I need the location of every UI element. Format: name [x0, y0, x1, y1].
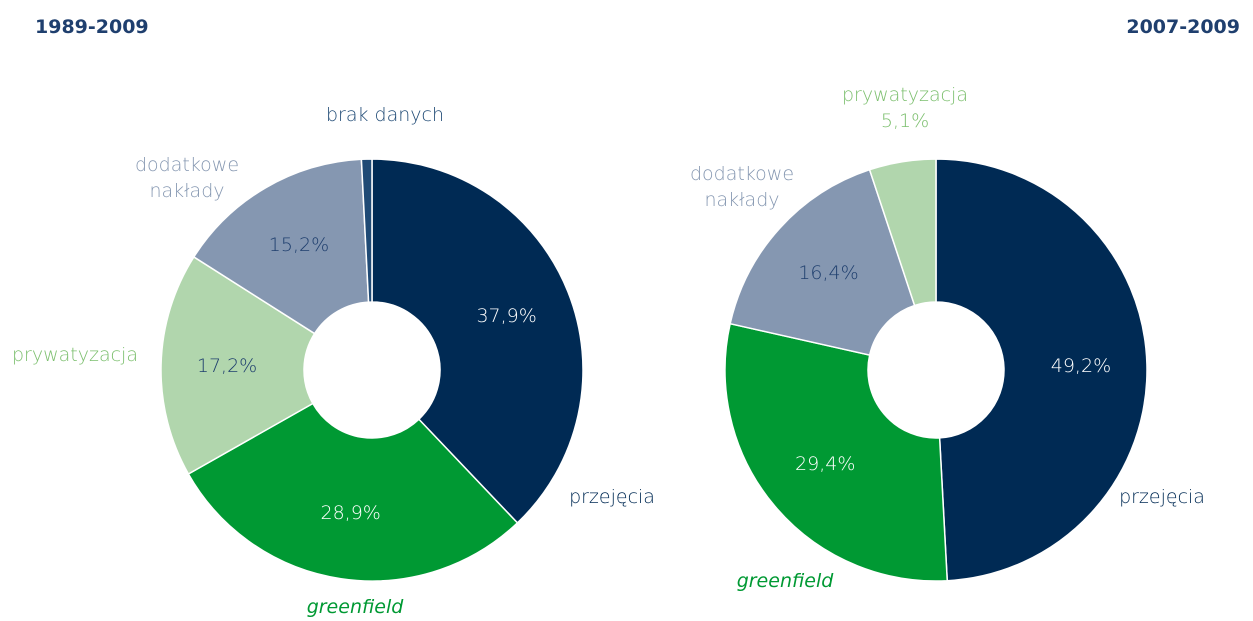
chart-title: 1989-2009 — [35, 16, 149, 38]
category-label: dodatkowe nakłady — [134, 154, 240, 202]
slice — [935, 158, 1148, 582]
category-label: przejęcia — [569, 486, 655, 508]
value-label: 15,2% — [268, 233, 330, 256]
category-label: prywatyzacja — [12, 344, 138, 366]
value-label: 16,4% — [798, 261, 859, 284]
slice — [868, 158, 937, 307]
slice — [360, 158, 373, 303]
category-label: greenfield — [306, 596, 404, 618]
value-label: 5,1% — [880, 110, 930, 132]
slice — [192, 158, 370, 335]
category-label: przejęcia — [1119, 486, 1205, 508]
category-label: greenfield — [736, 570, 834, 592]
category-label: prywatyzacja — [842, 84, 968, 106]
slice — [371, 158, 584, 524]
chart-title: 2007-2009 — [1126, 16, 1240, 38]
value-label: 49,2% — [1050, 355, 1112, 378]
value-label: 29,4% — [795, 452, 856, 475]
category-label: dodatkowe nakłady — [689, 163, 795, 211]
slice — [187, 402, 519, 582]
value-label: 28,9% — [320, 502, 381, 525]
value-label: 17,2% — [196, 355, 258, 378]
category-label: brak danych — [325, 104, 445, 126]
value-label: 37,9% — [476, 305, 537, 328]
slice — [160, 255, 316, 475]
slice — [729, 168, 916, 356]
slice — [724, 322, 949, 582]
